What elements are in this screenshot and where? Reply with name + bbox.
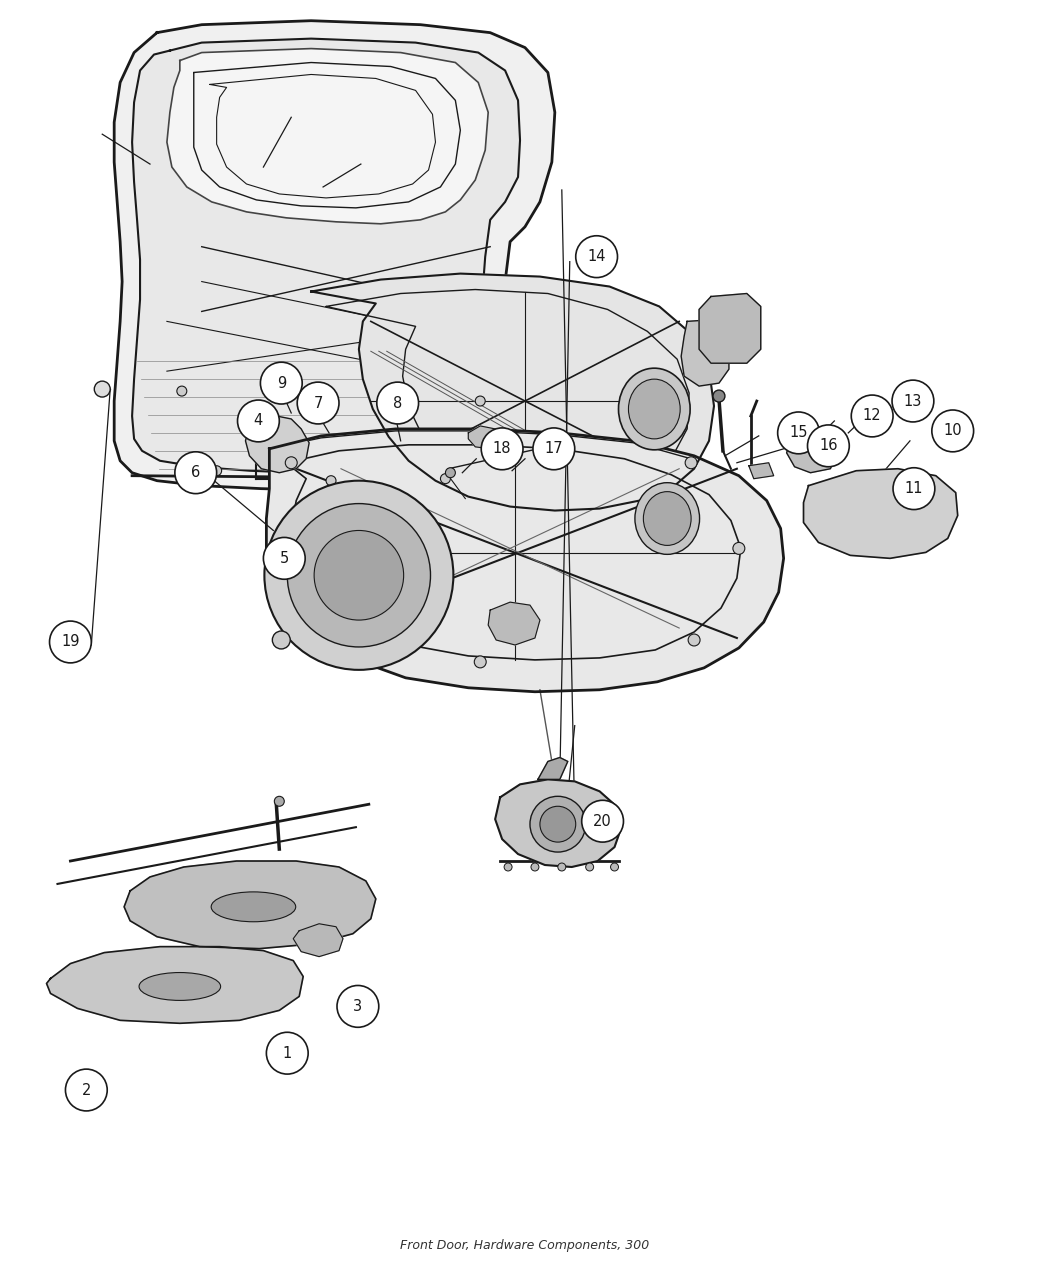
Circle shape <box>267 1033 308 1074</box>
Circle shape <box>175 451 216 493</box>
Polygon shape <box>293 924 343 956</box>
Ellipse shape <box>211 892 296 922</box>
Circle shape <box>582 801 624 842</box>
Circle shape <box>476 397 485 405</box>
Circle shape <box>475 427 486 439</box>
Circle shape <box>475 655 486 668</box>
Ellipse shape <box>635 483 699 555</box>
Circle shape <box>575 236 617 278</box>
Circle shape <box>265 481 454 669</box>
Polygon shape <box>699 293 761 363</box>
Circle shape <box>445 468 456 478</box>
Polygon shape <box>803 469 958 558</box>
Polygon shape <box>786 436 837 473</box>
Polygon shape <box>124 861 376 949</box>
Text: 2: 2 <box>82 1082 91 1098</box>
Polygon shape <box>749 463 774 478</box>
Circle shape <box>237 400 279 442</box>
Text: 12: 12 <box>863 408 881 423</box>
Polygon shape <box>267 428 783 692</box>
Text: 10: 10 <box>943 423 962 439</box>
Polygon shape <box>167 48 488 224</box>
Circle shape <box>440 474 450 483</box>
Polygon shape <box>800 434 823 451</box>
Ellipse shape <box>618 368 690 450</box>
Circle shape <box>540 806 575 842</box>
Circle shape <box>260 362 302 404</box>
Polygon shape <box>46 946 303 1024</box>
Ellipse shape <box>629 379 680 439</box>
Circle shape <box>284 556 295 569</box>
Text: 16: 16 <box>819 439 838 454</box>
Text: 15: 15 <box>790 426 807 440</box>
Text: 6: 6 <box>191 465 201 481</box>
Text: 4: 4 <box>254 413 264 428</box>
Text: 17: 17 <box>545 441 563 456</box>
Circle shape <box>852 395 894 437</box>
Text: 3: 3 <box>354 998 362 1014</box>
Ellipse shape <box>644 492 691 546</box>
Polygon shape <box>488 602 540 645</box>
Text: 8: 8 <box>393 395 402 411</box>
Text: 20: 20 <box>593 813 612 829</box>
Circle shape <box>931 411 973 451</box>
Circle shape <box>586 863 593 871</box>
Circle shape <box>274 797 285 806</box>
Circle shape <box>807 425 849 467</box>
Text: 18: 18 <box>492 441 511 456</box>
Circle shape <box>610 863 618 871</box>
Circle shape <box>713 390 724 402</box>
Circle shape <box>264 538 306 579</box>
Circle shape <box>688 634 700 646</box>
Polygon shape <box>311 274 714 510</box>
Circle shape <box>297 382 339 423</box>
Polygon shape <box>681 320 729 386</box>
Circle shape <box>377 382 419 423</box>
Polygon shape <box>246 416 309 473</box>
Circle shape <box>558 863 566 871</box>
Circle shape <box>65 1070 107 1111</box>
Circle shape <box>481 428 523 469</box>
Polygon shape <box>496 779 622 867</box>
Text: Front Door, Hardware Components, 300: Front Door, Hardware Components, 300 <box>400 1239 650 1252</box>
Ellipse shape <box>139 973 220 1001</box>
Polygon shape <box>114 20 554 492</box>
Circle shape <box>176 386 187 397</box>
Circle shape <box>530 797 586 852</box>
Circle shape <box>778 412 819 454</box>
Circle shape <box>94 381 110 397</box>
Circle shape <box>212 465 222 476</box>
Text: 9: 9 <box>276 376 286 390</box>
Polygon shape <box>132 38 520 476</box>
Text: 5: 5 <box>279 551 289 566</box>
Text: 19: 19 <box>61 635 80 649</box>
Polygon shape <box>468 426 498 449</box>
Text: 11: 11 <box>905 481 923 496</box>
Circle shape <box>504 863 512 871</box>
Polygon shape <box>538 757 568 779</box>
Circle shape <box>314 530 403 620</box>
Text: 7: 7 <box>313 395 322 411</box>
Circle shape <box>337 986 379 1028</box>
Text: 13: 13 <box>904 394 922 408</box>
Text: 1: 1 <box>282 1046 292 1061</box>
Circle shape <box>686 456 697 469</box>
Circle shape <box>49 621 91 663</box>
Circle shape <box>894 468 934 510</box>
Circle shape <box>327 476 336 486</box>
Circle shape <box>288 504 430 646</box>
Circle shape <box>272 631 290 649</box>
Circle shape <box>892 380 933 422</box>
Circle shape <box>533 428 574 469</box>
Circle shape <box>733 542 744 555</box>
Text: 14: 14 <box>587 249 606 264</box>
Circle shape <box>286 456 297 469</box>
Circle shape <box>531 863 539 871</box>
